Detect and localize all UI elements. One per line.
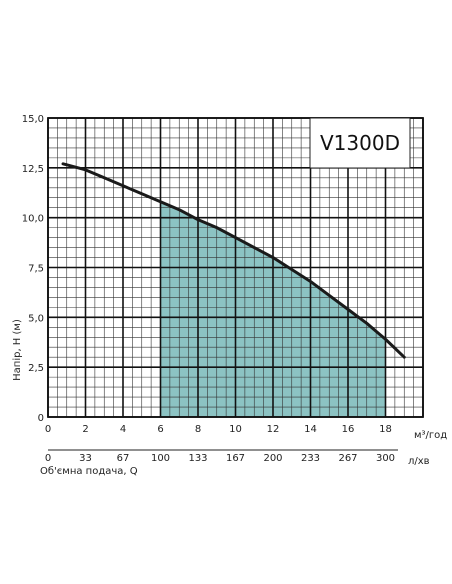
x-axis-unit-secondary: л/хв	[408, 456, 430, 467]
x-tick-label-primary: 4	[120, 424, 126, 435]
model-label-box: V1300D	[309, 117, 411, 169]
curve-layer	[61, 162, 406, 359]
y-tick-label: 2,5	[28, 363, 44, 374]
plot-frame	[47, 117, 424, 418]
x-tick-label-secondary: 67	[117, 453, 130, 464]
y-tick-label: 12,5	[22, 164, 44, 175]
x-tick-label-primary: 6	[157, 424, 163, 435]
x-axis-unit-primary: м³/год	[414, 430, 447, 441]
x-tick-label-primary: 10	[229, 424, 242, 435]
x-tick-label-primary: 8	[195, 424, 201, 435]
x-tick-label-secondary: 167	[226, 453, 245, 464]
x-tick-label-secondary: 200	[263, 453, 282, 464]
x-tick-label-secondary: 233	[301, 453, 320, 464]
y-tick-label: 15,0	[22, 114, 44, 125]
x-tick-label-secondary: 0	[45, 453, 51, 464]
x-axis-title: Об'ємна подача, Q	[40, 466, 138, 477]
chart-title: V1300D	[320, 131, 400, 155]
x-tick-label-primary: 12	[267, 424, 280, 435]
major-grid	[47, 117, 424, 418]
x-tick-label-secondary: 133	[188, 453, 207, 464]
x-tick-label-primary: 2	[82, 424, 88, 435]
x-tick-label-secondary: 267	[338, 453, 357, 464]
x-tick-label-secondary: 300	[376, 453, 395, 464]
x-tick-labels-secondary: 0 33 67 100 133 167 200 233 267 300	[45, 453, 395, 464]
y-tick-label: 10,0	[22, 214, 44, 225]
y-tick-label: 7,5	[28, 264, 44, 275]
x-tick-labels-primary: 0 2 4 6 8 10 12 14 16 18	[45, 424, 392, 435]
y-tick-label: 5,0	[28, 313, 44, 324]
y-axis-title: Напір, H (м)	[11, 319, 23, 381]
x-tick-label-primary: 16	[342, 424, 355, 435]
x-tick-label-primary: 0	[45, 424, 51, 435]
x-tick-label-primary: 18	[379, 424, 392, 435]
x-tick-label-primary: 14	[304, 424, 317, 435]
performance-curve	[61, 162, 406, 359]
x-tick-label-secondary: 33	[79, 453, 92, 464]
y-tick-label: 0	[38, 413, 44, 424]
x-tick-label-secondary: 100	[151, 453, 170, 464]
y-tick-labels: 15,0 12,5 10,0 7,5 5,0 2,5 0	[22, 114, 44, 424]
